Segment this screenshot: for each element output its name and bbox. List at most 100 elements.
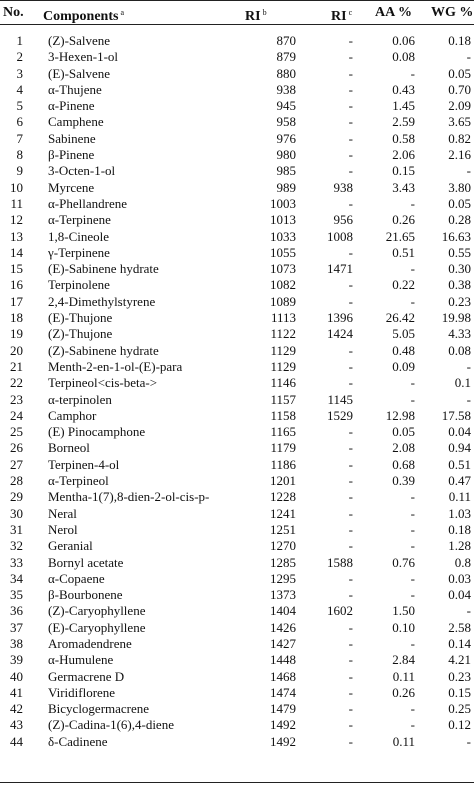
header-ri-c-label: RI — [331, 9, 347, 24]
ri-b-value: 985 — [276, 163, 297, 179]
aa-percent: - — [410, 489, 415, 505]
row-number: 36 — [10, 603, 23, 619]
ri-b-value: 1146 — [270, 375, 296, 391]
wg-percent: 0.04 — [448, 424, 471, 440]
component-name: Sabinene — [48, 130, 96, 146]
table-row: 28 α-Terpineol 1201 - 0.39 0.47 — [0, 473, 474, 489]
aa-percent: 0.39 — [392, 473, 415, 489]
row-number: 40 — [10, 668, 23, 684]
component-name: 2,4-Dimethylstyrene — [48, 293, 156, 309]
row-number: 4 — [16, 81, 24, 97]
wg-percent: - — [466, 358, 471, 374]
row-number: 22 — [10, 375, 23, 391]
header-ri-c: RI c — [331, 2, 352, 27]
table-row: 7 Sabinene 976 - 0.58 0.82 — [0, 131, 474, 147]
table-row: 3 (E)-Salvene 880 - - 0.05 — [0, 66, 474, 82]
ri-c-value: - — [348, 473, 353, 489]
wg-percent: 0.11 — [448, 489, 471, 505]
wg-percent: 3.80 — [448, 179, 471, 195]
wg-percent: - — [466, 49, 471, 65]
component-name: (Z)-Thujone — [48, 326, 113, 342]
header-components-label: Components — [43, 9, 119, 24]
component-name: α-terpinolen — [48, 391, 112, 407]
component-name: Terpinen-4-ol — [48, 456, 120, 472]
ri-c-value: - — [348, 375, 353, 391]
aa-percent: 26.42 — [385, 310, 415, 326]
aa-percent: - — [410, 505, 415, 521]
table-row: 29 Mentha-1(7),8-dien-2-ol-cis-p- 1228 - - 0.… — [0, 489, 474, 505]
component-name: (Z)-Sabinene hydrate — [48, 342, 159, 358]
aa-percent: 0.43 — [392, 81, 415, 97]
aa-percent: 3.43 — [392, 179, 415, 195]
aa-percent: - — [410, 375, 415, 391]
ri-b-value: 1033 — [270, 228, 296, 244]
table-row: 30 Neral 1241 - - 1.03 — [0, 506, 474, 522]
aa-percent: 2.06 — [392, 147, 415, 163]
aa-percent: 0.09 — [392, 358, 415, 374]
aa-percent: - — [410, 587, 415, 603]
aa-percent: 0.26 — [392, 212, 415, 228]
row-number: 9 — [16, 163, 24, 179]
component-name: δ-Cadinene — [48, 733, 108, 749]
component-name: Camphor — [48, 407, 97, 423]
row-number: 15 — [10, 261, 23, 277]
row-number: 23 — [10, 391, 23, 407]
ri-c-value: - — [348, 619, 353, 635]
wg-percent: 0.08 — [448, 342, 471, 358]
row-number: 43 — [10, 717, 23, 733]
ri-b-value: 1228 — [270, 489, 296, 505]
ri-b-value: 1055 — [270, 244, 296, 260]
ri-b-value: 1082 — [270, 277, 296, 293]
aa-percent: - — [410, 65, 415, 81]
ri-c-value: 1471 — [327, 261, 353, 277]
wg-percent: 0.05 — [448, 195, 471, 211]
wg-percent: 0.1 — [454, 375, 471, 391]
component-name: β-Pinene — [48, 147, 95, 163]
table-bottom-rule — [0, 782, 474, 783]
aa-percent: 0.22 — [392, 277, 415, 293]
component-name: 3-Hexen-1-ol — [48, 49, 119, 65]
row-number: 28 — [10, 473, 23, 489]
table-row: 15 (E)-Sabinene hydrate 1073 1471 - 0.30 — [0, 261, 474, 277]
header-ri-b-note: b — [262, 8, 267, 17]
component-name: (E)-Salvene — [48, 65, 111, 81]
component-name: Viridiflorene — [48, 684, 116, 700]
ri-b-value: 1492 — [270, 733, 296, 749]
row-number: 42 — [10, 701, 23, 717]
ri-b-value: 1241 — [270, 505, 296, 521]
table-row: 32 Geranial 1270 - - 1.28 — [0, 538, 474, 554]
component-name: γ-Terpinene — [48, 244, 110, 260]
table-row: 33 Bornyl acetate 1285 1588 0.76 0.8 — [0, 555, 474, 571]
ri-c-value: - — [348, 668, 353, 684]
header-no: No. — [3, 5, 24, 20]
ri-c-value: 1008 — [327, 228, 353, 244]
aa-percent: 0.11 — [392, 668, 415, 684]
ri-c-value: - — [348, 277, 353, 293]
header-ri-c-note: c — [348, 8, 353, 17]
ri-c-value: - — [348, 195, 353, 211]
table-header-row: No. Components a RI b RI c AA % WG % — [0, 2, 474, 24]
component-name: Bicyclogermacrene — [48, 701, 150, 717]
wg-percent: 0.15 — [448, 684, 471, 700]
component-name: α-Terpinene — [48, 212, 111, 228]
row-number: 3 — [16, 65, 24, 81]
row-number: 5 — [16, 98, 24, 114]
wg-percent: 2.09 — [448, 98, 471, 114]
ri-c-value: - — [348, 684, 353, 700]
row-number: 39 — [10, 652, 23, 668]
wg-percent: - — [466, 733, 471, 749]
ri-c-value: - — [348, 456, 353, 472]
row-number: 44 — [10, 733, 23, 749]
ri-c-value: 1396 — [327, 310, 353, 326]
ri-c-value: - — [348, 505, 353, 521]
component-name: (Z)-Salvene — [48, 33, 111, 48]
row-number: 20 — [10, 342, 23, 358]
row-number: 8 — [16, 147, 24, 163]
wg-percent: 1.28 — [448, 538, 471, 554]
aa-percent: 12.98 — [385, 407, 415, 423]
aa-percent: - — [410, 538, 415, 554]
ri-b-value: 989 — [276, 179, 297, 195]
component-name: Nerol — [48, 521, 78, 537]
aa-percent: 21.65 — [385, 228, 415, 244]
table-row: 31 Nerol 1251 - - 0.18 — [0, 522, 474, 538]
